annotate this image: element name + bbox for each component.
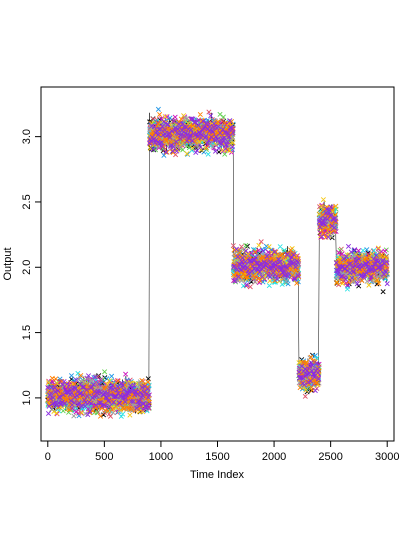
x-tick-label: 1000 bbox=[149, 451, 173, 463]
y-axis-title: Output bbox=[2, 247, 14, 280]
y-tick-label: 2.5 bbox=[21, 194, 33, 209]
x-tick-label: 1500 bbox=[205, 451, 229, 463]
x-axis: 0 500 1000 1500 2000 2500 3000 bbox=[45, 441, 399, 463]
y-axis: 1.0 1.5 2.0 2.5 3.0 bbox=[21, 129, 41, 406]
x-tick-label: 3000 bbox=[375, 451, 399, 463]
series-markers-9 bbox=[45, 111, 390, 419]
y-tick-label: 1.5 bbox=[21, 325, 33, 340]
y-tick-label: 1.0 bbox=[21, 390, 33, 405]
y-tick-label: 3.0 bbox=[21, 129, 33, 144]
data-marks bbox=[45, 106, 390, 419]
x-tick-label: 2000 bbox=[262, 451, 286, 463]
series-markers-10 bbox=[45, 113, 390, 418]
x-tick-label: 2500 bbox=[318, 451, 342, 463]
x-axis-title: Time Index bbox=[190, 469, 245, 481]
x-tick-label: 0 bbox=[45, 451, 51, 463]
y-tick-label: 2.0 bbox=[21, 260, 33, 275]
x-tick-label: 500 bbox=[95, 451, 113, 463]
